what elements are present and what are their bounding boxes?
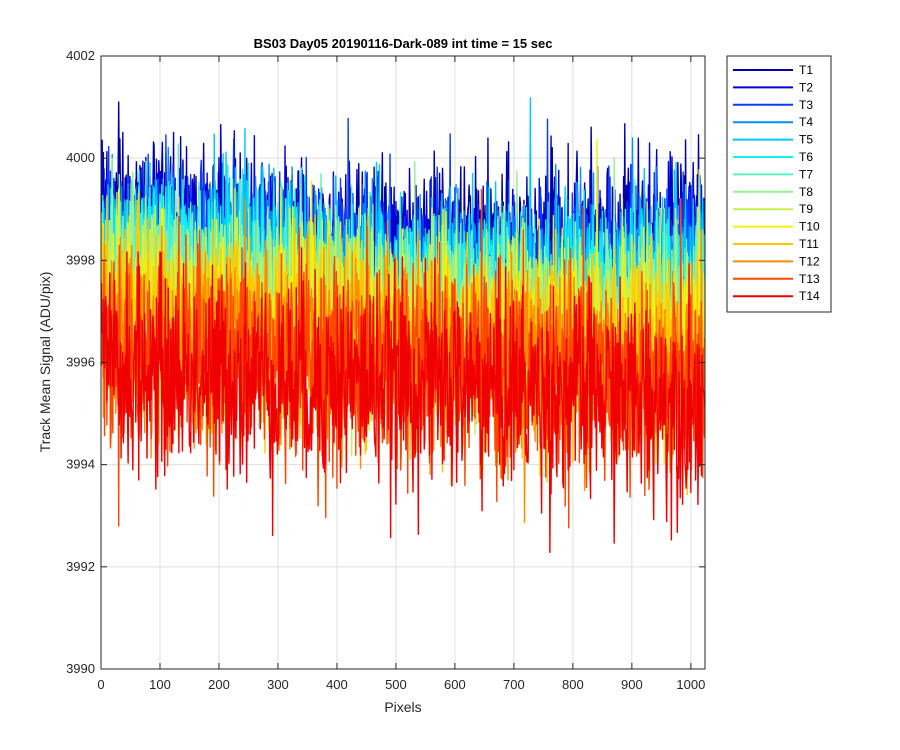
y-tick-label: 3996 (66, 355, 95, 370)
y-tick-label: 4000 (66, 150, 95, 165)
y-tick-label: 3990 (66, 661, 95, 676)
y-tick-label: 3994 (66, 457, 95, 472)
legend-label: T6 (799, 150, 813, 164)
x-tick-label: 1000 (676, 677, 705, 692)
legend-box (726, 55, 832, 313)
axis-ticks (100, 55, 705, 670)
legend-label: T3 (799, 98, 813, 112)
legend-label: T14 (799, 289, 820, 303)
series-line-t14 (101, 247, 705, 554)
legend-label: T2 (799, 80, 813, 94)
x-axis-label: Pixels (384, 699, 421, 715)
y-axis-label: Track Mean Signal (ADU/pix) (37, 272, 53, 453)
legend-label: T7 (799, 167, 813, 181)
x-tick-label: 400 (326, 677, 348, 692)
series-line-t1 (101, 101, 705, 357)
x-tick-label: 800 (562, 677, 584, 692)
legend: T1 T2 T3 T4 T5 T6 T7 T8 T9 T10 T11 T12 T13 T14 (726, 55, 832, 313)
chart-title: BS03 Day05 20190116-Dark-089 int time = … (254, 36, 553, 51)
legend-label: T9 (799, 202, 813, 216)
legend-label: T4 (799, 115, 813, 129)
legend-label: T13 (799, 272, 820, 286)
legend-label: T11 (799, 237, 819, 251)
x-tick-label: 100 (149, 677, 171, 692)
x-tick-label: 0 (97, 677, 104, 692)
x-tick-label: 500 (385, 677, 407, 692)
series-layer (101, 97, 705, 554)
x-tick-label: 300 (267, 677, 289, 692)
y-tick-label: 3998 (66, 252, 95, 267)
legend-label: T1 (799, 63, 813, 77)
y-tick-label: 4002 (66, 48, 95, 63)
legend-label: T8 (799, 185, 813, 199)
legend-label: T12 (799, 254, 820, 268)
x-tick-label: 200 (208, 677, 230, 692)
x-tick-label: 900 (621, 677, 643, 692)
legend-label: T10 (799, 220, 820, 234)
x-tick-label: 600 (444, 677, 466, 692)
y-tick-labels: 3990 3992 3994 3996 3998 4000 4002 (66, 48, 95, 676)
y-tick-label: 3992 (66, 559, 95, 574)
legend-label: T5 (799, 133, 813, 147)
x-tick-labels: 0 100 200 300 400 500 600 700 800 900 1000 (97, 677, 705, 692)
x-tick-label: 700 (503, 677, 525, 692)
